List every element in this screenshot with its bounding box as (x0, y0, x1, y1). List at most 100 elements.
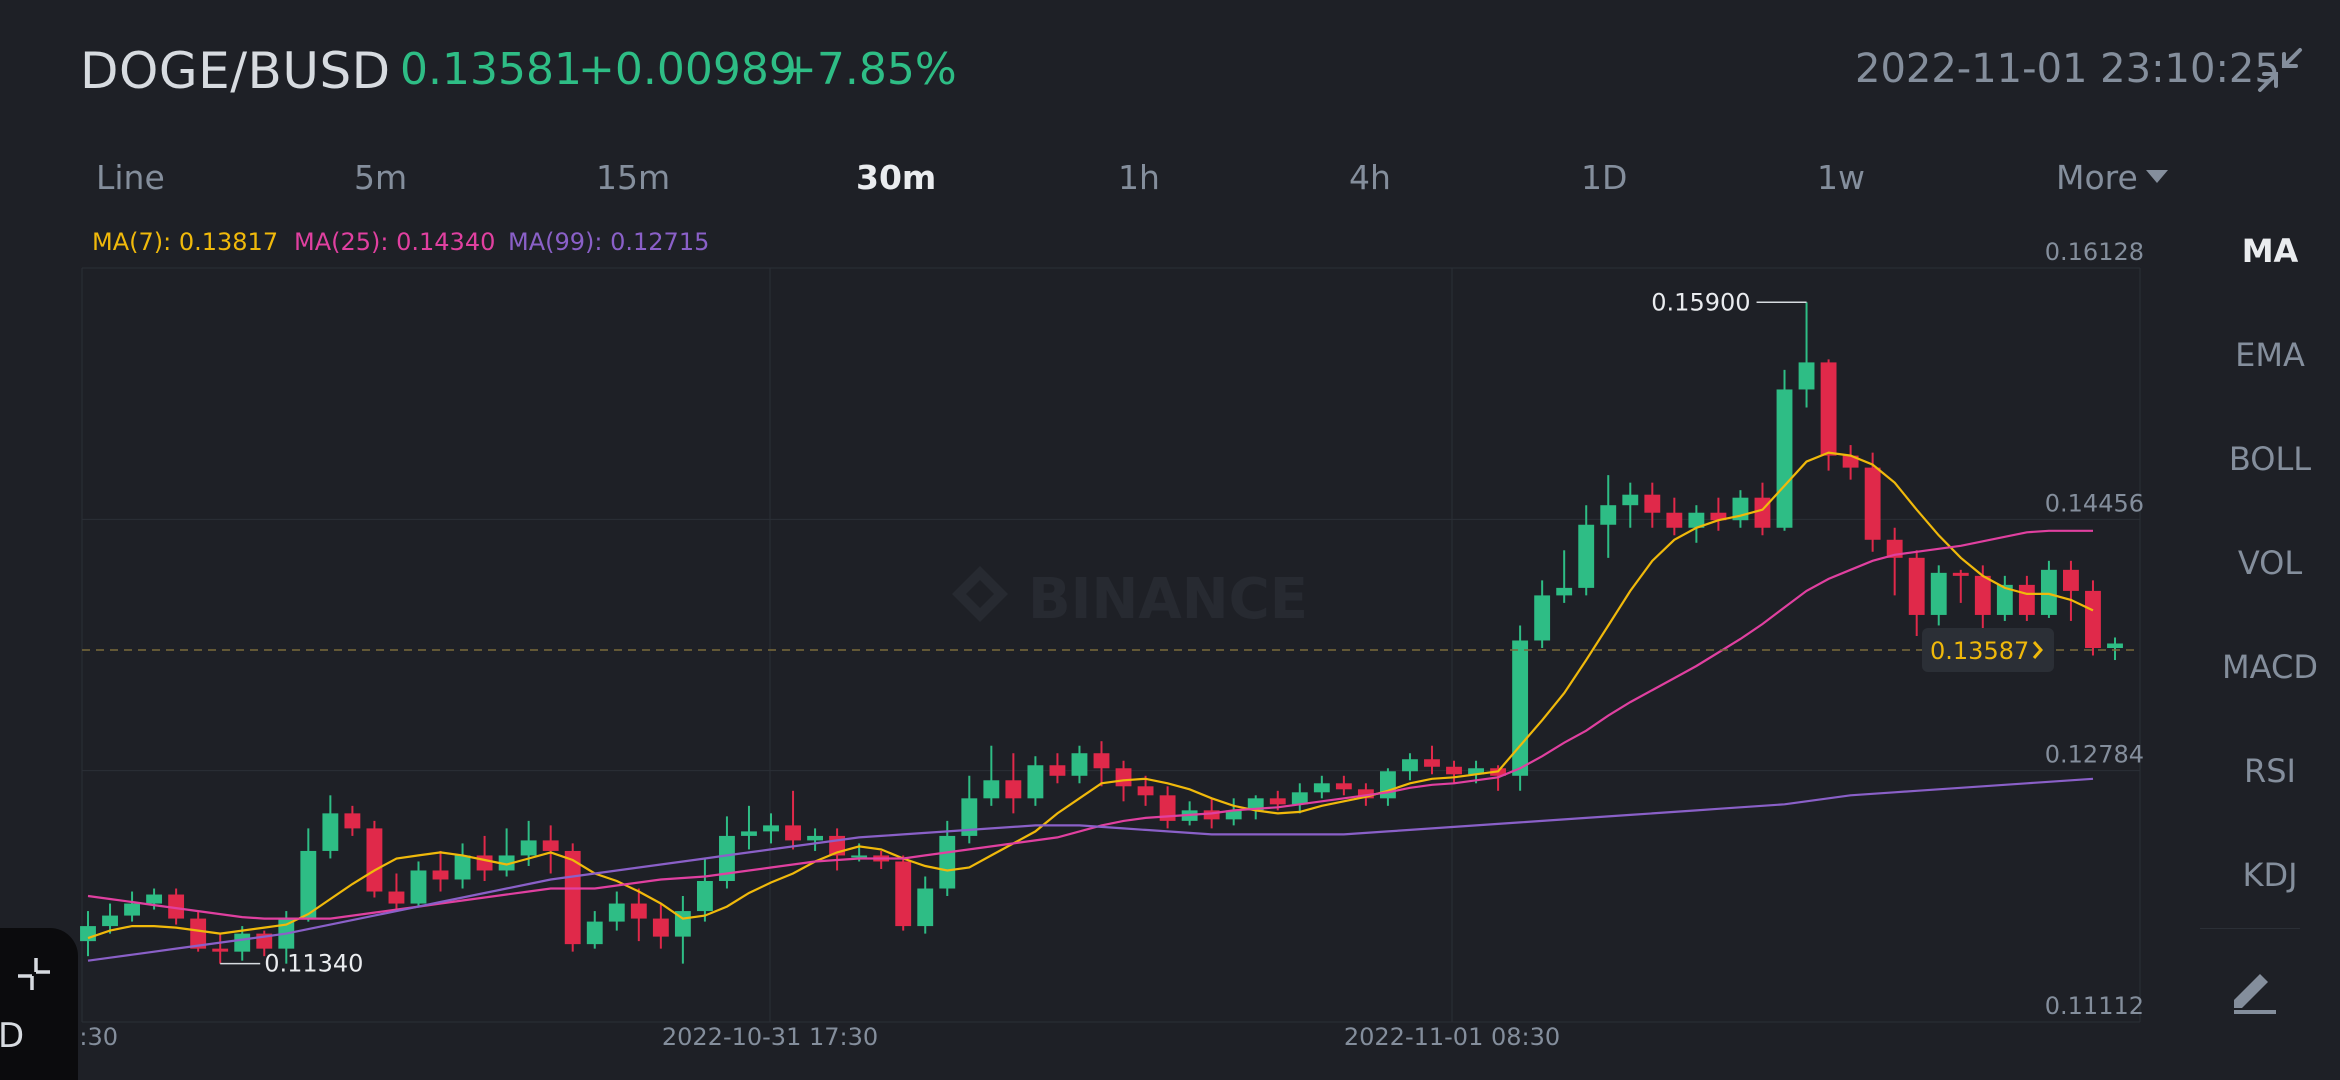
candle (300, 828, 317, 922)
candle (1952, 569, 1969, 603)
pair-title[interactable]: DOGE/BUSD (80, 42, 391, 100)
tab-1h[interactable]: 1h (1118, 158, 1160, 197)
candle-body (1049, 765, 1066, 776)
candle-body (917, 888, 934, 927)
candle-body (1424, 759, 1440, 767)
candle (322, 795, 339, 859)
candle (410, 861, 427, 907)
candle (630, 888, 647, 942)
ma99-line (87, 777, 2094, 962)
collapse-arrows-icon[interactable] (2250, 40, 2310, 100)
interval-tabs: Line 5m 15m 30m 1h 4h 1D 1w More (0, 150, 2200, 210)
candle-body (1622, 494, 1639, 506)
current-price-tag-label: 0.13587 (1930, 637, 2029, 665)
candle-body (807, 835, 824, 841)
indicator-macd[interactable]: MACD (2222, 648, 2318, 686)
current-price-tag-bg (1922, 627, 2054, 672)
candle (983, 745, 1000, 806)
candle (388, 873, 405, 912)
candle-body (1666, 512, 1683, 528)
indicator-ma[interactable]: MA (2241, 232, 2299, 270)
indicator-kdj[interactable]: KDJ (2242, 856, 2298, 894)
indicator-rsi[interactable]: RSI (2244, 752, 2296, 790)
candle-body (476, 855, 493, 871)
candle-body (608, 903, 625, 922)
high-price-label: 0.15900 (1651, 288, 1750, 316)
tab-1d[interactable]: 1D (1581, 158, 1628, 197)
floating-panel[interactable]: D (0, 928, 78, 1080)
candle-body (1952, 572, 1969, 576)
candle-body (1842, 455, 1859, 468)
candle (1688, 505, 1705, 543)
legend-ma25: MA(25): 0.14340 (294, 228, 496, 256)
indicator-vol[interactable]: VOL (2237, 544, 2303, 582)
sidebar-divider (2200, 928, 2300, 929)
candle-body (366, 828, 383, 892)
candle-body (1820, 362, 1837, 456)
candle-body (696, 881, 713, 912)
candle-body (586, 921, 603, 945)
candle-body (1908, 557, 1925, 615)
candle (1005, 753, 1022, 814)
candle-body (1930, 572, 1947, 615)
candle (1027, 756, 1044, 806)
candle (102, 903, 118, 934)
candle (498, 828, 515, 877)
candle-body (1600, 505, 1617, 525)
low-price-label: 0.11340 (264, 950, 363, 978)
candle-body (124, 903, 140, 916)
candle-body (1402, 759, 1418, 772)
candle-body (454, 855, 471, 880)
floating-panel-text: D (0, 1016, 25, 1056)
candle (961, 775, 978, 844)
candle (829, 828, 846, 871)
candle (564, 843, 581, 952)
tab-30m[interactable]: 30m (856, 158, 937, 197)
indicator-ema[interactable]: EMA (2235, 336, 2305, 374)
current-price-tag[interactable]: 0.13587 (1922, 627, 2054, 672)
candle (1049, 753, 1066, 784)
candle (2107, 637, 2123, 661)
candle-body (1710, 512, 1727, 521)
candle (1666, 497, 1683, 536)
tab-15m[interactable]: 15m (596, 158, 671, 197)
candle (124, 891, 140, 922)
candle-body (1864, 467, 1881, 540)
candle (719, 816, 735, 889)
binance-watermark: BINANCE (952, 566, 1308, 632)
candle (454, 843, 471, 889)
candle-body (983, 780, 1000, 799)
candle (1335, 775, 1352, 796)
candle-body (410, 870, 427, 904)
candle (1159, 786, 1176, 829)
candle-body (1093, 753, 1110, 769)
candle-body (1313, 783, 1330, 793)
tab-line[interactable]: Line (96, 158, 165, 197)
candle-body (1247, 798, 1264, 811)
candle (1313, 775, 1330, 799)
tab-4h[interactable]: 4h (1349, 158, 1391, 197)
tab-more[interactable]: More (2056, 158, 2168, 197)
y-axis-tick-label: 0.14456 (2045, 489, 2144, 517)
candle (1556, 550, 1573, 603)
tab-1w[interactable]: 1w (1817, 158, 1865, 197)
candle (1379, 768, 1396, 806)
candle-body (1027, 765, 1044, 799)
compress-icon[interactable] (14, 954, 54, 994)
candle (2085, 580, 2101, 656)
candle (1644, 482, 1661, 528)
candle-body (300, 850, 317, 919)
candle-body (102, 915, 118, 927)
candle-body (1071, 753, 1088, 776)
candle (1864, 452, 1881, 552)
candle-body (146, 894, 163, 904)
candle-body (2107, 643, 2123, 649)
tab-5m[interactable]: 5m (354, 158, 408, 197)
candle (1291, 783, 1308, 814)
pen-draw-icon[interactable] (2226, 960, 2282, 1016)
candle-body (388, 891, 405, 904)
candle (1402, 753, 1418, 781)
candle (1247, 795, 1264, 820)
indicator-boll[interactable]: BOLL (2228, 440, 2312, 478)
